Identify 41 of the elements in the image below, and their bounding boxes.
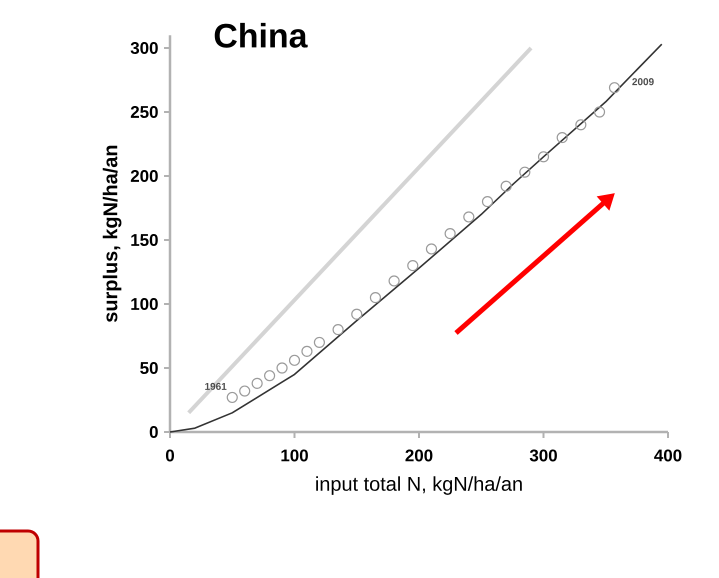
y-tick-label: 250	[130, 106, 158, 118]
annotation: 1961	[205, 382, 226, 390]
x-tick-label: 0	[166, 449, 174, 462]
x-tick-label: 400	[654, 449, 682, 462]
y-tick-label: 150	[131, 234, 158, 246]
x-tick-label: 100	[281, 449, 308, 462]
point	[500, 180, 512, 192]
y-axis-title: surplus, kgN/ha/an	[102, 146, 122, 322]
point	[301, 346, 313, 357]
point	[519, 166, 530, 178]
point	[226, 392, 238, 404]
y-tick-label: 50	[140, 362, 158, 374]
y-tick-label: 200	[130, 170, 158, 182]
point	[426, 243, 438, 255]
x-tick-label: 200	[405, 449, 432, 462]
chart-title: China	[214, 22, 308, 48]
point	[407, 260, 418, 272]
point	[264, 370, 276, 382]
point	[314, 336, 325, 348]
point	[388, 275, 400, 287]
point	[575, 119, 586, 130]
y-tick-label: 100	[131, 298, 158, 310]
x-tick-label: 300	[530, 449, 557, 462]
y-tick-label: 300	[130, 42, 158, 54]
point	[288, 354, 300, 366]
point	[463, 211, 474, 223]
point	[239, 385, 250, 397]
point	[332, 324, 344, 336]
point	[252, 378, 263, 389]
x-axis-title: input total N, kgN/ha/an	[316, 476, 522, 495]
point	[556, 132, 568, 144]
point	[482, 196, 494, 208]
point	[444, 228, 456, 240]
annotation: 2009	[632, 78, 654, 86]
y-tick-label: 0	[150, 426, 158, 438]
point	[538, 151, 550, 162]
point	[276, 362, 288, 374]
point	[594, 106, 606, 118]
point	[608, 82, 620, 94]
point	[370, 292, 382, 304]
point	[351, 308, 362, 320]
